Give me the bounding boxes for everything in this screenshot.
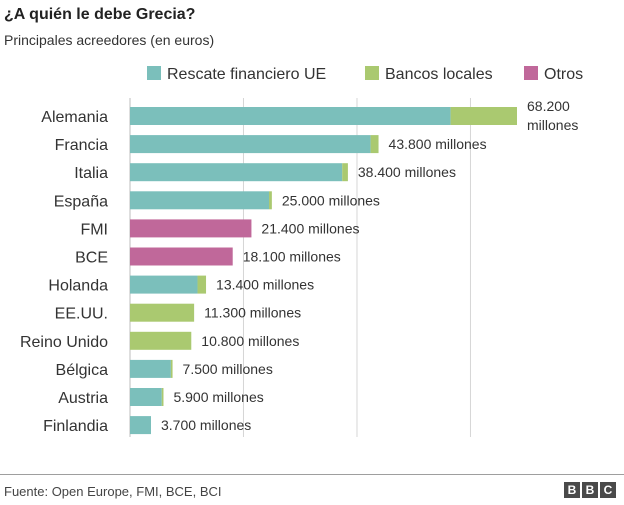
bar-segment xyxy=(130,247,233,266)
bar-segment xyxy=(130,107,451,125)
data-label: 13.400 millones xyxy=(216,277,314,293)
category-label: España xyxy=(54,193,108,210)
category-label: Italia xyxy=(74,165,108,182)
bbc-logo: B B C xyxy=(564,482,616,498)
bar-segment xyxy=(342,163,348,182)
category-label: FMI xyxy=(80,221,108,238)
legend-label: Bancos locales xyxy=(385,66,493,83)
bar-segment xyxy=(130,135,371,154)
data-label: 18.100 millones xyxy=(243,249,341,265)
bbc-logo-letter: C xyxy=(600,482,616,498)
bar-segment xyxy=(450,107,517,125)
category-label: Reino Unido xyxy=(20,334,108,351)
legend-swatch xyxy=(147,66,161,80)
category-label: EE.UU. xyxy=(55,306,108,323)
data-label: 7.500 millones xyxy=(183,361,273,377)
data-label: 3.700 millones xyxy=(161,417,251,433)
bar-segment xyxy=(130,359,171,378)
bar-segment xyxy=(130,303,195,322)
data-label: millones xyxy=(527,117,578,133)
bar-chart: Rescate financiero UE Bancos locales Otros… xyxy=(20,66,583,437)
data-label: 38.400 millones xyxy=(358,164,456,180)
legend-swatch xyxy=(365,66,379,80)
legend-label: Rescate financiero UE xyxy=(167,66,326,83)
footer-divider xyxy=(0,474,624,475)
bbc-logo-letter: B xyxy=(564,482,580,498)
data-label: 11.300 millones xyxy=(204,305,301,321)
legend-label: Otros xyxy=(544,66,583,83)
data-label: 21.400 millones xyxy=(261,220,359,236)
bar-segment xyxy=(130,331,192,350)
category-label: Francia xyxy=(55,137,108,154)
data-label: 25.000 millones xyxy=(282,192,380,208)
bar-segment xyxy=(130,416,151,435)
chart-title: ¿A quién le debe Grecia? xyxy=(4,6,196,23)
data-label: 68.200 xyxy=(527,98,570,114)
category-label: Alemania xyxy=(41,109,108,126)
bar-segment xyxy=(130,388,162,406)
bar-segment xyxy=(130,275,198,294)
bar-segment xyxy=(170,359,173,378)
bar-segment xyxy=(130,191,270,210)
category-label: BCE xyxy=(75,250,108,267)
source-note: Fuente: Open Europe, FMI, BCE, BCI xyxy=(4,484,222,499)
category-label: Finlandia xyxy=(43,418,108,435)
data-label: 5.900 millones xyxy=(173,389,263,405)
chart-subtitle: Principales acreedores (en euros) xyxy=(4,32,215,48)
category-label: Bélgica xyxy=(56,362,109,379)
bar-segment xyxy=(130,219,252,238)
bar-segment xyxy=(370,135,379,154)
bbc-logo-letter: B xyxy=(582,482,598,498)
bar-segment xyxy=(197,275,207,294)
data-label: 43.800 millones xyxy=(389,136,487,152)
bar-segment xyxy=(269,191,272,210)
bar-segment xyxy=(161,388,164,406)
legend-swatch xyxy=(524,66,538,80)
data-label: 10.800 millones xyxy=(201,333,299,349)
bar-segment xyxy=(130,163,343,182)
category-label: Austria xyxy=(58,390,108,407)
category-label: Holanda xyxy=(48,278,108,295)
